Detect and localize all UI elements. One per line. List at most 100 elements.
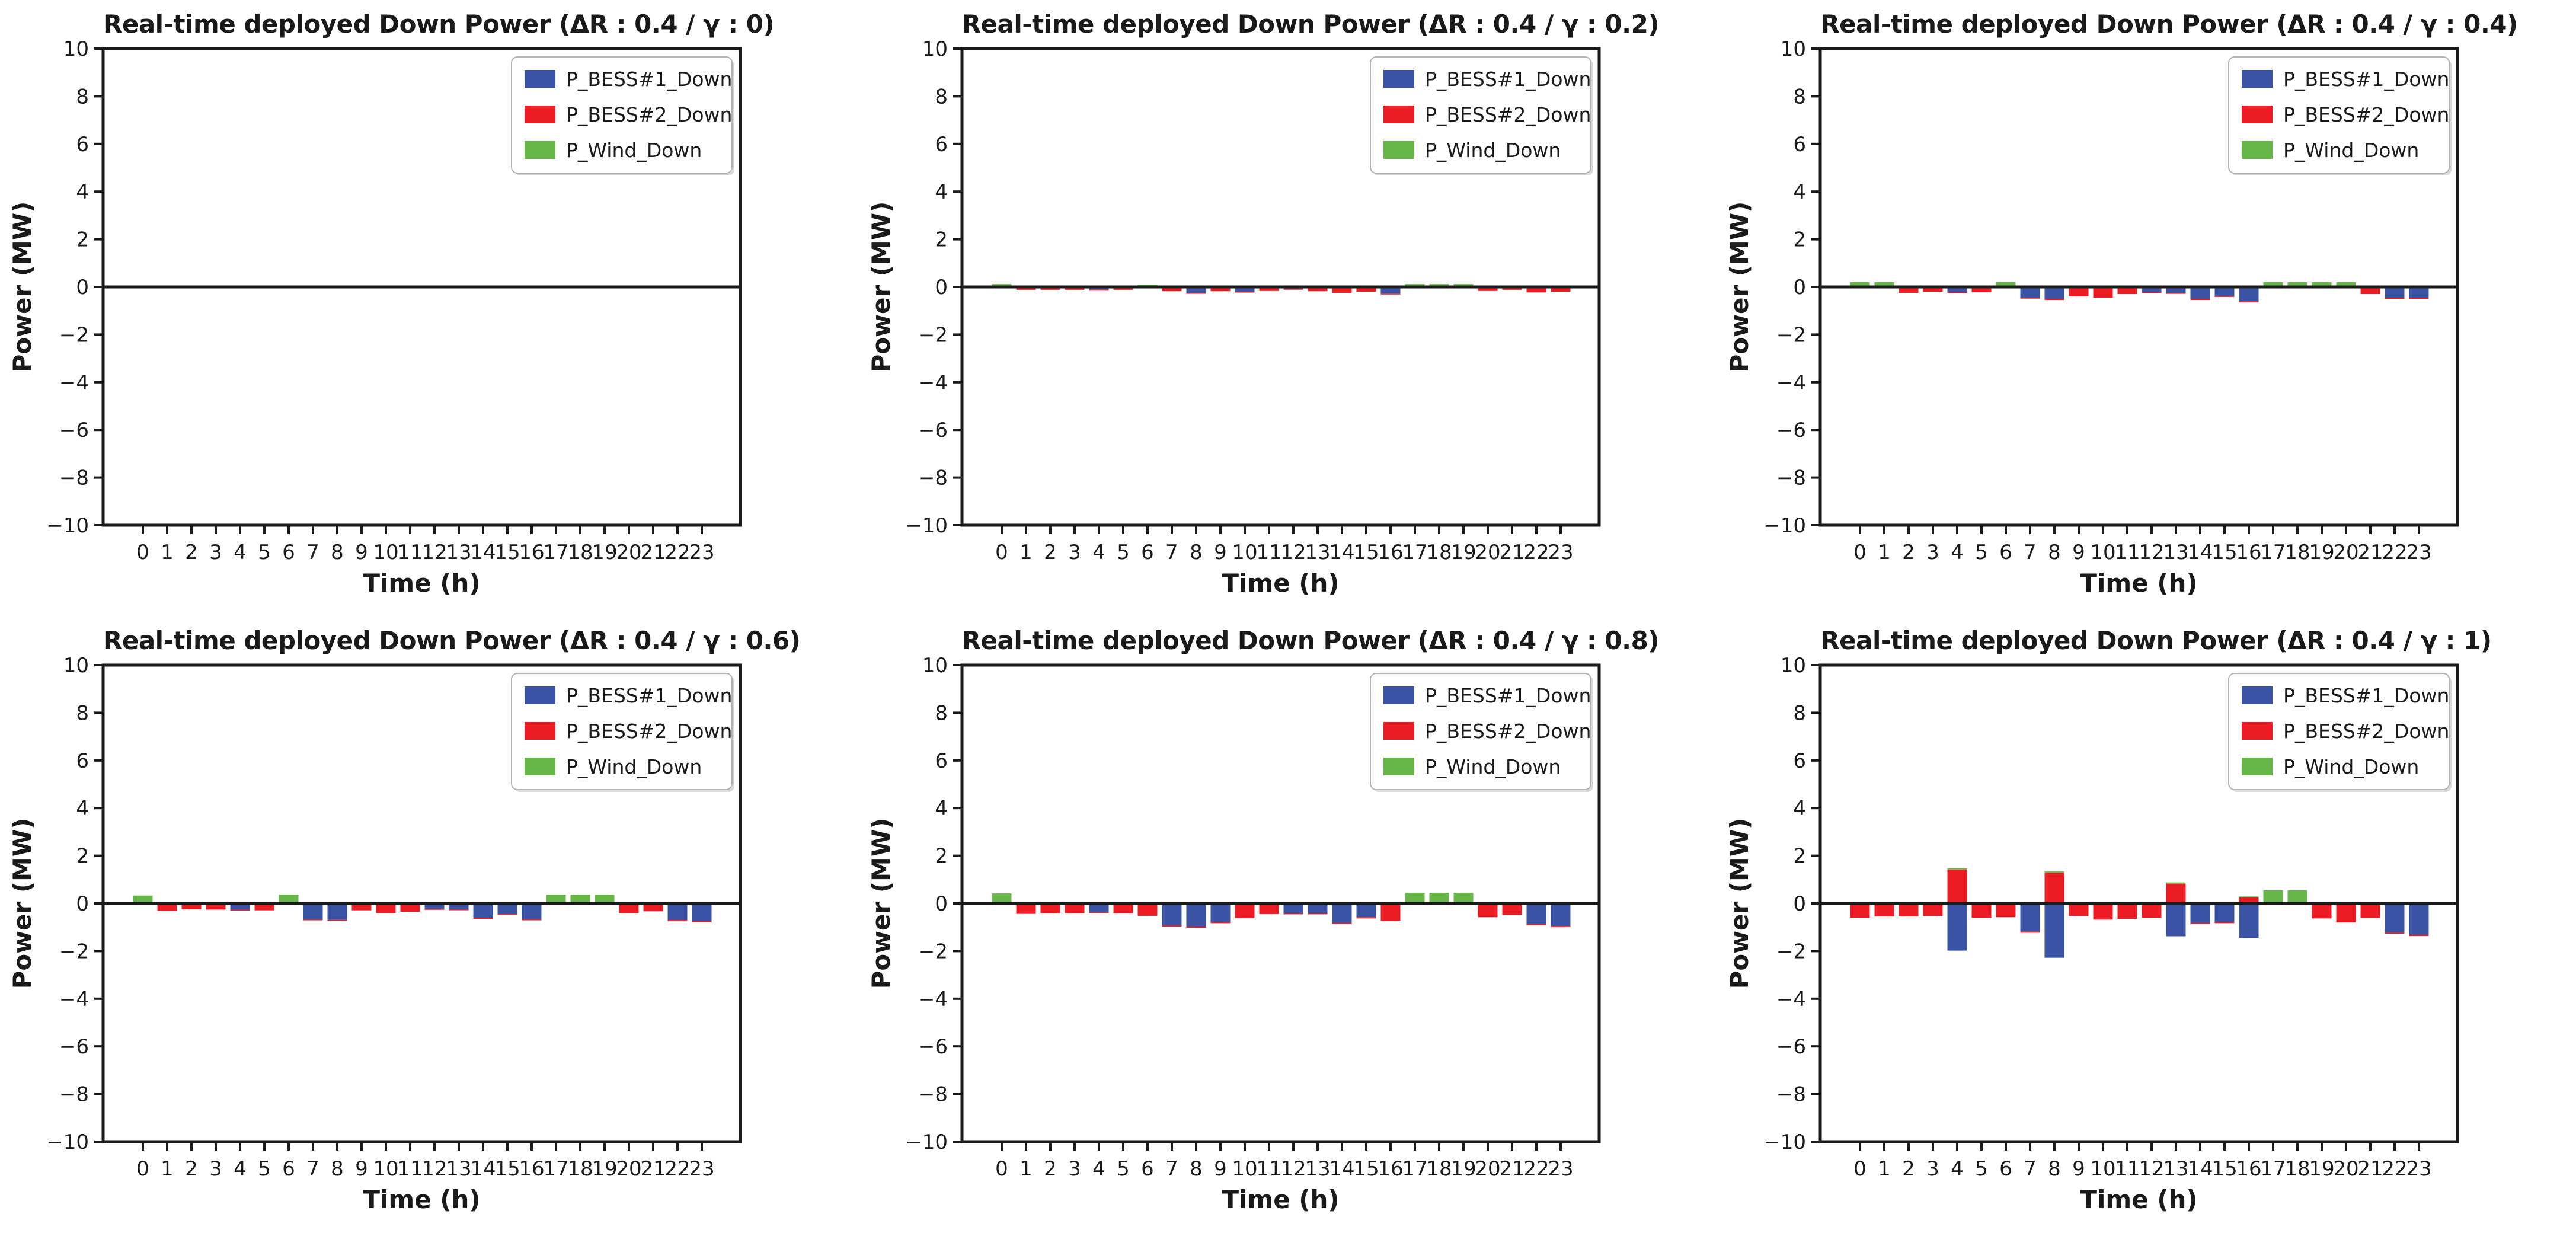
bar-wind — [2287, 890, 2307, 903]
x-axis-label: Time (h) — [1222, 568, 1339, 598]
bar-bess2 — [2336, 903, 2356, 923]
y-axis: 10 8 6 4 2 0 −2 −4 −6 −8 −10 — [1764, 654, 1821, 1154]
legend-swatch-bess1 — [1383, 70, 1414, 88]
x-tick-label: 1 — [1878, 541, 1891, 564]
bar-bess2 — [2409, 935, 2429, 937]
bar-bess1 — [692, 903, 712, 921]
bar-bess2 — [1899, 903, 1919, 917]
x-tick-label: 9 — [2073, 1157, 2086, 1181]
bar-bess1 — [449, 903, 469, 910]
x-tick-label: 6 — [1141, 541, 1154, 564]
y-tick-label: −4 — [918, 371, 948, 395]
legend: P_BESS#1_Down P_BESS#2_Down P_Wind_Down — [2228, 673, 2452, 792]
y-tick-label: 0 — [1794, 892, 1807, 916]
bar-bess2 — [1526, 287, 1546, 293]
bar-bess2 — [1874, 903, 1894, 917]
bar-bess2 — [2409, 298, 2429, 299]
bar-wind — [1874, 282, 1894, 287]
bar-bess2 — [1283, 913, 1303, 915]
bars-layer — [133, 895, 712, 922]
bar-bess2 — [303, 919, 323, 921]
legend-swatch-bess2 — [525, 722, 555, 740]
y-tick-label: 10 — [1781, 37, 1806, 61]
x-tick-label: 3 — [209, 541, 222, 564]
bar-wind — [2287, 282, 2307, 287]
bar-bess1 — [2190, 903, 2210, 923]
x-tick-label: 14 — [2188, 1157, 2213, 1181]
x-tick-label: 19 — [592, 1157, 617, 1181]
bar-bess2 — [522, 919, 542, 921]
bar-bess2 — [1332, 922, 1352, 924]
bar-bess2 — [1996, 903, 2016, 918]
x-tick-label: 1 — [161, 1157, 174, 1181]
y-tick-label: 0 — [1794, 276, 1807, 299]
x-tick-label: 13 — [1305, 541, 1330, 564]
bar-bess2 — [2385, 932, 2405, 934]
legend-label: P_BESS#2_Down — [2283, 720, 2449, 743]
x-tick-label: 6 — [2000, 1157, 2013, 1181]
bar-bess1 — [2409, 287, 2429, 298]
bar-bess2 — [2385, 298, 2405, 299]
bar-bess2 — [1356, 917, 1376, 919]
x-tick-label: 13 — [2163, 541, 2189, 564]
x-tick-label: 21 — [2358, 1157, 2383, 1181]
bar-bess2 — [1551, 287, 1571, 292]
x-tick-label: 8 — [2048, 541, 2062, 564]
bar-bess2 — [2093, 903, 2113, 920]
legend-swatch-bess2 — [525, 106, 555, 123]
y-axis: 10 8 6 4 2 0 −2 −4 −6 −8 −10 — [46, 654, 103, 1154]
y-tick-label: −6 — [1776, 1035, 1806, 1059]
bar-bess2 — [1923, 903, 1943, 916]
bar-wind — [1996, 282, 2016, 287]
bar-bess2 — [1947, 869, 1967, 903]
y-tick-label: 4 — [935, 180, 948, 204]
y-tick-label: 10 — [63, 654, 89, 678]
bar-bess1 — [497, 903, 517, 915]
bar-bess2 — [157, 903, 177, 911]
bar-bess2 — [2239, 301, 2259, 303]
x-tick-label: 22 — [664, 541, 690, 564]
x-tick-label: 18 — [1426, 1157, 1452, 1181]
x-tick-label: 18 — [2285, 1157, 2310, 1181]
x-tick-label: 12 — [1280, 541, 1306, 564]
y-tick-label: 6 — [76, 133, 89, 156]
bar-bess2 — [2069, 903, 2089, 916]
x-tick-label: 13 — [2163, 1157, 2189, 1181]
y-tick-label: 6 — [1794, 133, 1807, 156]
y-tick-label: 4 — [1794, 797, 1807, 820]
bar-bess2 — [1235, 292, 1255, 293]
bar-bess1 — [2385, 903, 2405, 933]
bar-bess1 — [522, 903, 542, 919]
bar-bess1 — [473, 903, 493, 918]
bar-bess1 — [1308, 903, 1328, 913]
x-tick-label: 14 — [1329, 541, 1354, 564]
bar-bess1 — [2142, 287, 2162, 292]
bar-bess2 — [2214, 296, 2235, 297]
x-tick-label: 19 — [592, 541, 617, 564]
x-axis-label: Time (h) — [2080, 568, 2198, 598]
y-axis-label: Power (MW) — [1725, 202, 1754, 373]
bar-bess1 — [2044, 287, 2064, 299]
y-tick-label: −6 — [59, 1035, 89, 1059]
x-tick-label: 7 — [306, 1157, 319, 1181]
bar-bess2 — [1308, 287, 1328, 292]
legend-swatch-wind — [1383, 758, 1414, 775]
x-tick-label: 20 — [616, 1157, 641, 1181]
x-tick-label: 15 — [2212, 541, 2238, 564]
subplot-gamma-0.6: 10 8 6 4 2 0 −2 −4 −6 −8 −10 0 1 2 3 4 5 6 7 8 9 10 11 12 13 14 15… — [0, 616, 858, 1233]
bar-bess2 — [1380, 903, 1401, 921]
x-tick-label: 0 — [1854, 1157, 1867, 1181]
bar-wind — [1453, 892, 1474, 903]
x-tick-label: 23 — [1548, 541, 1573, 564]
y-tick-label: 10 — [922, 37, 947, 61]
bar-bess1 — [1089, 903, 1109, 912]
bar-bess2 — [1162, 287, 1182, 292]
bar-bess2 — [424, 909, 445, 910]
bar-bess2 — [2312, 903, 2332, 919]
x-tick-label: 15 — [1353, 541, 1379, 564]
bar-bess1 — [1551, 903, 1571, 927]
x-tick-label: 5 — [1117, 1157, 1130, 1181]
